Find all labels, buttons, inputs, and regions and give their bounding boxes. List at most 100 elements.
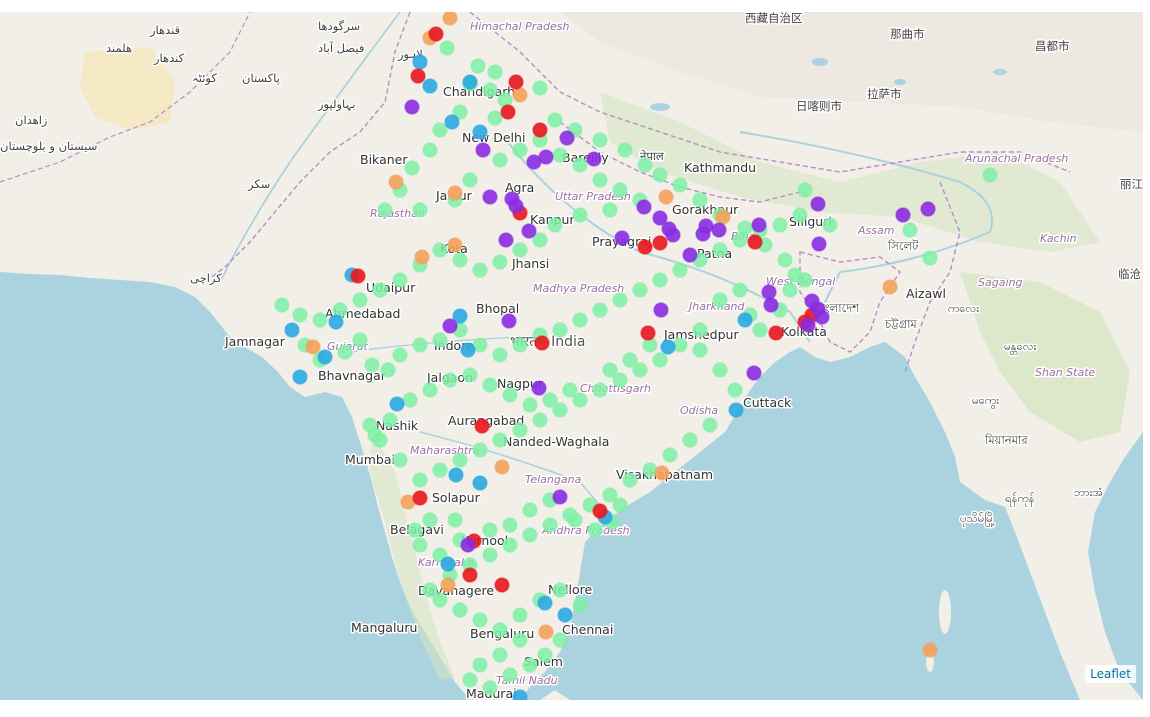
green-marker[interactable] bbox=[512, 632, 528, 648]
green-marker[interactable] bbox=[752, 322, 768, 338]
green-marker[interactable] bbox=[542, 392, 558, 408]
green-marker[interactable] bbox=[602, 487, 618, 503]
green-marker[interactable] bbox=[712, 292, 728, 308]
green-marker[interactable] bbox=[492, 254, 508, 270]
green-marker[interactable] bbox=[712, 362, 728, 378]
green-marker[interactable] bbox=[682, 432, 698, 448]
green-marker[interactable] bbox=[592, 382, 608, 398]
green-marker[interactable] bbox=[452, 452, 468, 468]
green-marker[interactable] bbox=[622, 352, 638, 368]
green-marker[interactable] bbox=[512, 242, 528, 258]
green-marker[interactable] bbox=[432, 122, 448, 138]
green-marker[interactable] bbox=[372, 282, 388, 298]
green-marker[interactable] bbox=[797, 182, 813, 198]
green-marker[interactable] bbox=[652, 272, 668, 288]
purple-marker[interactable] bbox=[498, 232, 514, 248]
green-marker[interactable] bbox=[452, 104, 468, 120]
purple-marker[interactable] bbox=[460, 537, 476, 553]
green-marker[interactable] bbox=[432, 462, 448, 478]
orange-marker[interactable] bbox=[447, 185, 463, 201]
orange-marker[interactable] bbox=[305, 339, 321, 355]
green-marker[interactable] bbox=[422, 512, 438, 528]
red-marker[interactable] bbox=[410, 68, 426, 84]
purple-marker[interactable] bbox=[763, 297, 779, 313]
green-marker[interactable] bbox=[572, 597, 588, 613]
green-marker[interactable] bbox=[602, 362, 618, 378]
red-marker[interactable] bbox=[412, 490, 428, 506]
blue-marker[interactable] bbox=[472, 475, 488, 491]
green-marker[interactable] bbox=[412, 537, 428, 553]
green-marker[interactable] bbox=[422, 582, 438, 598]
green-marker[interactable] bbox=[392, 272, 408, 288]
orange-marker[interactable] bbox=[442, 12, 458, 26]
green-marker[interactable] bbox=[422, 382, 438, 398]
blue-marker[interactable] bbox=[448, 467, 464, 483]
green-marker[interactable] bbox=[652, 352, 668, 368]
orange-marker[interactable] bbox=[388, 174, 404, 190]
blue-marker[interactable] bbox=[284, 322, 300, 338]
green-marker[interactable] bbox=[492, 347, 508, 363]
blue-marker[interactable] bbox=[728, 402, 744, 418]
green-marker[interactable] bbox=[412, 337, 428, 353]
green-marker[interactable] bbox=[552, 402, 568, 418]
green-marker[interactable] bbox=[492, 622, 508, 638]
purple-marker[interactable] bbox=[761, 284, 777, 300]
purple-marker[interactable] bbox=[751, 217, 767, 233]
blue-marker[interactable] bbox=[444, 114, 460, 130]
green-marker[interactable] bbox=[352, 292, 368, 308]
green-marker[interactable] bbox=[522, 397, 538, 413]
green-marker[interactable] bbox=[547, 217, 563, 233]
green-marker[interactable] bbox=[712, 242, 728, 258]
red-marker[interactable] bbox=[350, 268, 366, 284]
green-marker[interactable] bbox=[412, 472, 428, 488]
green-marker[interactable] bbox=[772, 217, 788, 233]
orange-marker[interactable] bbox=[658, 189, 674, 205]
attribution-link[interactable]: Leaflet bbox=[1085, 665, 1136, 683]
green-marker[interactable] bbox=[462, 172, 478, 188]
green-marker[interactable] bbox=[622, 472, 638, 488]
green-marker[interactable] bbox=[404, 160, 420, 176]
green-marker[interactable] bbox=[632, 282, 648, 298]
green-marker[interactable] bbox=[502, 517, 518, 533]
blue-marker[interactable] bbox=[412, 54, 428, 70]
green-marker[interactable] bbox=[312, 312, 328, 328]
green-marker[interactable] bbox=[292, 307, 308, 323]
green-marker[interactable] bbox=[922, 250, 938, 266]
green-marker[interactable] bbox=[617, 142, 633, 158]
green-marker[interactable] bbox=[482, 82, 498, 98]
green-marker[interactable] bbox=[982, 167, 998, 183]
green-marker[interactable] bbox=[472, 442, 488, 458]
green-marker[interactable] bbox=[637, 157, 653, 173]
green-marker[interactable] bbox=[672, 262, 688, 278]
green-marker[interactable] bbox=[537, 647, 553, 663]
purple-marker[interactable] bbox=[810, 196, 826, 212]
green-marker[interactable] bbox=[727, 382, 743, 398]
purple-marker[interactable] bbox=[636, 199, 652, 215]
blue-marker[interactable] bbox=[472, 124, 488, 140]
blue-marker[interactable] bbox=[292, 369, 308, 385]
green-marker[interactable] bbox=[652, 167, 668, 183]
green-marker[interactable] bbox=[392, 452, 408, 468]
green-marker[interactable] bbox=[274, 297, 290, 313]
green-marker[interactable] bbox=[412, 202, 428, 218]
green-marker[interactable] bbox=[662, 447, 678, 463]
green-marker[interactable] bbox=[612, 182, 628, 198]
green-marker[interactable] bbox=[787, 267, 803, 283]
blue-marker[interactable] bbox=[317, 349, 333, 365]
orange-marker[interactable] bbox=[882, 279, 898, 295]
green-marker[interactable] bbox=[492, 152, 508, 168]
orange-marker[interactable] bbox=[440, 577, 456, 593]
green-marker[interactable] bbox=[512, 422, 528, 438]
red-marker[interactable] bbox=[428, 26, 444, 42]
green-marker[interactable] bbox=[432, 242, 448, 258]
green-marker[interactable] bbox=[492, 647, 508, 663]
red-marker[interactable] bbox=[652, 235, 668, 251]
purple-marker[interactable] bbox=[482, 189, 498, 205]
green-marker[interactable] bbox=[482, 680, 498, 696]
green-marker[interactable] bbox=[502, 387, 518, 403]
blue-marker[interactable] bbox=[660, 339, 676, 355]
green-marker[interactable] bbox=[487, 110, 503, 126]
green-marker[interactable] bbox=[612, 372, 628, 388]
green-marker[interactable] bbox=[512, 142, 528, 158]
red-marker[interactable] bbox=[508, 74, 524, 90]
